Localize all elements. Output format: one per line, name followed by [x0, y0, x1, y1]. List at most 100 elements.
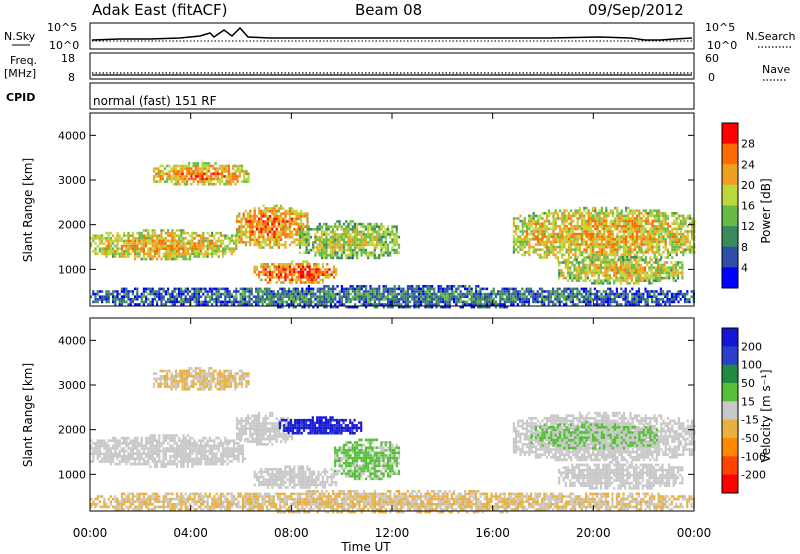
- velocity-colorbar-swatch-2: [722, 364, 738, 384]
- power-colorbar-label: Power [dB]: [759, 178, 773, 243]
- power-heatmap: [90, 162, 696, 309]
- velocity-colorbar-tick-3: 15: [741, 395, 755, 408]
- nsky-tick-top: 10^5: [47, 21, 77, 34]
- velocity-colorbar-swatch-6: [722, 438, 738, 457]
- x-axis-label: Time UT: [340, 540, 391, 554]
- freq-label: Freq.: [10, 54, 37, 67]
- power-colorbar-swatch-7: [722, 267, 738, 289]
- velocity-colorbar-tick-0: 200: [741, 340, 762, 353]
- velocity-colorbar-swatch-0: [722, 328, 738, 347]
- velocity-colorbar-tick-1: 100: [741, 359, 762, 372]
- freq-tick-bottom: 8: [68, 71, 75, 84]
- power-region-4: [152, 162, 250, 186]
- power-region-3: [298, 220, 401, 260]
- power-colorbar-swatch-2: [722, 164, 738, 186]
- velocity-region-7: [530, 420, 658, 450]
- nsky-panel-frame: [89, 22, 695, 50]
- power-colorbar-swatch-3: [722, 184, 738, 206]
- time-x-axis: 00:00 04:00 08:00 12:00 16:00 20:00 00:00: [73, 113, 712, 540]
- freq-unit: [MHz]: [4, 67, 36, 80]
- nsearch-tick-bottom: 10^0: [707, 39, 737, 52]
- velocity-ytick-label-3: 4000: [58, 334, 86, 347]
- power-region-0: [90, 229, 238, 261]
- nave-tick-bottom: 0: [708, 71, 715, 84]
- power-ytick-label-0: 1000: [58, 263, 86, 276]
- power-ytick-label-3: 4000: [58, 129, 86, 142]
- nave-label: Nave: [762, 63, 790, 76]
- cpid-value: normal (fast) 151 RF: [93, 94, 217, 108]
- x-tick-label-5: 20:00: [576, 526, 611, 540]
- nsky-label: N.Sky: [4, 30, 36, 43]
- power-colorbar-tick-6: 28: [741, 138, 755, 151]
- velocity-colorbar-swatch-8: [722, 474, 738, 494]
- nave-tick-top: 60: [705, 52, 719, 65]
- nsearch-label: N.Search: [746, 30, 796, 43]
- velocity-colorbar-tick-6: -100: [741, 450, 766, 463]
- power-colorbar-tick-0: 4: [741, 261, 748, 274]
- station-title: Adak East (fitACF): [92, 1, 227, 19]
- x-tick-label-3: 12:00: [375, 526, 410, 540]
- power-colorbar-swatch-1: [722, 143, 738, 165]
- freq-panel-frame: [89, 52, 695, 80]
- velocity-ytick-label-2: 3000: [58, 379, 86, 392]
- velocity-colorbar: 200 100 50 15 -15 -50 -100 -200: [721, 327, 766, 494]
- power-region-2: [253, 260, 338, 284]
- velocity-colorbar-swatch-7: [722, 456, 738, 476]
- velocity-colorbar-swatch-3: [722, 383, 738, 402]
- power-y-axis: 1000 2000 3000 4000: [58, 129, 694, 276]
- power-region-6: [558, 256, 684, 285]
- velocity-ytick-label-0: 1000: [58, 468, 86, 481]
- x-tick-label-6: 00:00: [677, 526, 712, 540]
- velocity-region-0: [90, 434, 247, 468]
- power-ytick-label-1: 2000: [58, 219, 86, 232]
- velocity-region-1: [236, 411, 294, 446]
- nsky-trace: [91, 26, 693, 41]
- x-tick-label-2: 08:00: [274, 526, 309, 540]
- power-region-7: [90, 285, 695, 309]
- velocity-region-5: [152, 367, 250, 391]
- x-tick-label-1: 04:00: [173, 526, 208, 540]
- cpid-label: CPID: [6, 91, 35, 104]
- velocity-region-8: [558, 461, 684, 490]
- x-tick-label-0: 00:00: [73, 526, 108, 540]
- velocity-region-2: [253, 465, 338, 489]
- velocity-colorbar-swatch-1: [722, 346, 738, 366]
- cpid-panel-frame: [89, 82, 695, 110]
- power-ytick-label-2: 3000: [58, 174, 86, 187]
- velocity-heatmap: [90, 367, 696, 514]
- velocity-ytick-label-1: 2000: [58, 424, 86, 437]
- velocity-y-axis: 1000 2000 3000 4000: [58, 334, 694, 481]
- x-tick-label-4: 16:00: [475, 526, 510, 540]
- power-region-5: [512, 206, 696, 262]
- velocity-colorbar-tick-4: -15: [741, 414, 759, 427]
- beam-title: Beam 08: [355, 1, 422, 19]
- velocity-colorbar-swatch-4: [722, 401, 738, 421]
- velocity-ylabel: Slant Range [km]: [21, 363, 35, 467]
- nsearch-tick-top: 10^5: [705, 21, 735, 34]
- power-colorbar-tick-2: 12: [741, 220, 755, 233]
- velocity-region-9: [90, 490, 695, 514]
- velocity-colorbar-swatch-5: [722, 419, 738, 439]
- power-colorbar-swatch-5: [722, 226, 738, 248]
- power-colorbar-swatch-0: [722, 123, 738, 145]
- power-colorbar-swatch-4: [722, 205, 738, 227]
- nsky-tick-bottom: 10^0: [49, 39, 79, 52]
- velocity-region-4: [334, 438, 401, 481]
- power-panel-frame: [89, 112, 695, 307]
- velocity-colorbar-tick-7: -200: [741, 469, 766, 482]
- velocity-colorbar-label: Velocity [m s⁻¹]: [759, 369, 773, 462]
- power-colorbar: 4 8 12 16 20 24 28: [721, 122, 755, 289]
- date-title: 09/Sep/2012: [588, 1, 684, 19]
- velocity-region-3: [278, 416, 363, 435]
- power-colorbar-tick-5: 24: [741, 158, 755, 171]
- power-colorbar-tick-4: 20: [741, 179, 755, 192]
- power-colorbar-swatch-6: [722, 246, 738, 268]
- freq-tick-top: 18: [61, 52, 75, 65]
- power-colorbar-tick-1: 8: [741, 241, 748, 254]
- power-ylabel: Slant Range [km]: [21, 158, 35, 262]
- power-colorbar-tick-3: 16: [741, 200, 755, 213]
- velocity-colorbar-tick-5: -50: [741, 432, 759, 445]
- power-region-1: [236, 204, 309, 249]
- velocity-colorbar-tick-2: 50: [741, 377, 755, 390]
